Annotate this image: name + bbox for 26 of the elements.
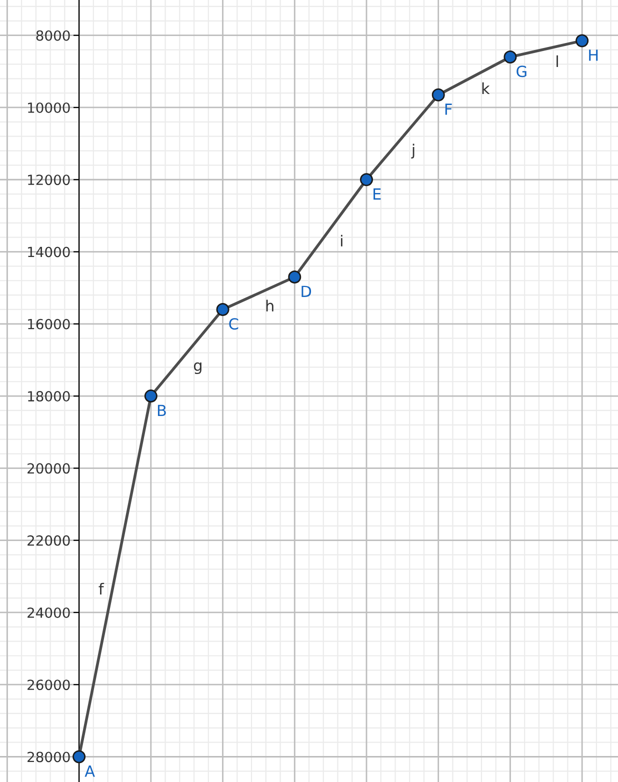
annotation: A [84, 766, 95, 777]
annotation: h [266, 300, 274, 312]
y-tick-label: 20000 [28, 463, 70, 474]
annotation: f [98, 582, 104, 595]
y-tick-label: 28000 [28, 752, 70, 762]
y-tick-label: 24000 [28, 607, 70, 618]
y-tick-label: 26000 [28, 680, 70, 690]
annotation: H [589, 50, 598, 61]
y-tick-label: 10000 [28, 102, 70, 113]
annotation: D [302, 286, 312, 297]
annotation: F [445, 104, 452, 115]
annotation: j [411, 144, 414, 159]
annotation: E [374, 188, 381, 200]
y-tick-label: 16000 [28, 318, 70, 330]
annotation: B [158, 404, 166, 416]
y-tick-label: 12000 [28, 174, 70, 186]
annotation: C [229, 318, 238, 330]
y-tick-label: 22000 [28, 535, 70, 546]
annotation: l [556, 55, 558, 67]
annotation: G [516, 66, 526, 78]
y-tick-label: 8000 [36, 30, 70, 41]
y-tick-label: 14000 [28, 246, 70, 258]
y-tick-label: 18000 [28, 391, 70, 402]
annotation: i [340, 234, 342, 246]
annotation: g [194, 362, 202, 374]
annotation: k [482, 82, 490, 94]
